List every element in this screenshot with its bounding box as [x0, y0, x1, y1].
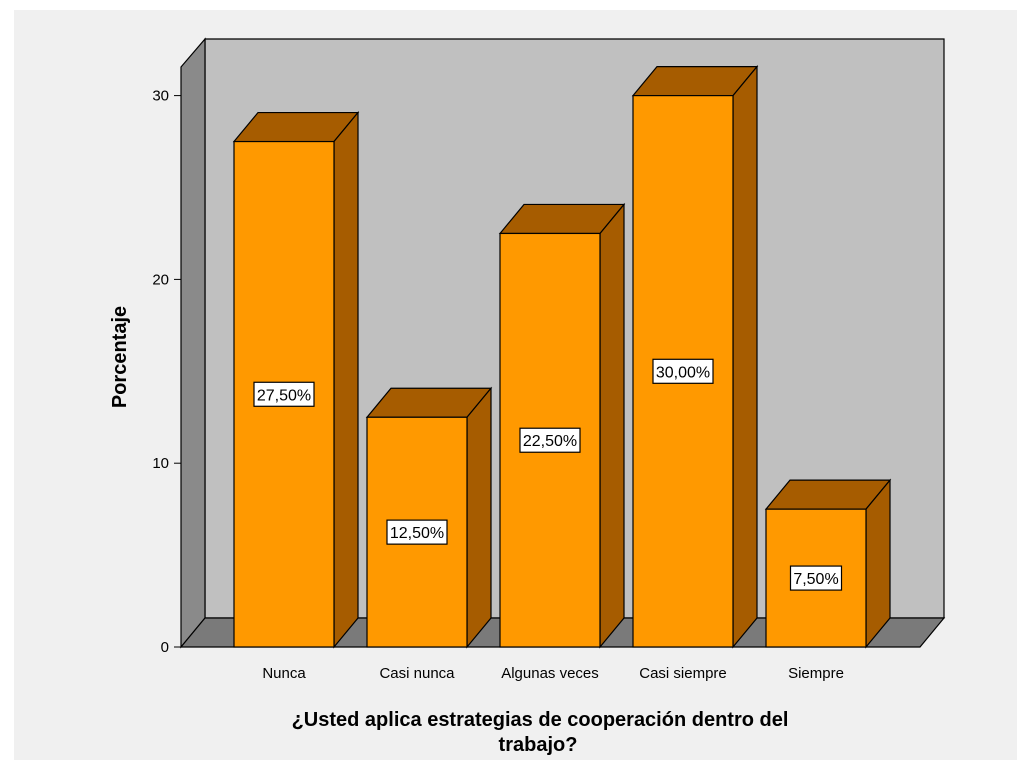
x-axis-title-line-1: ¿Usted aplica estrategias de cooperación…	[292, 709, 789, 731]
y-tick-label: 30	[152, 88, 169, 105]
data-label: 7,50%	[791, 566, 842, 590]
x-category-label: Casi nunca	[379, 665, 455, 682]
data-label-text: 7,50%	[793, 571, 838, 588]
x-category-label: Nunca	[262, 665, 306, 682]
y-tick-label: 10	[152, 455, 169, 472]
data-label: 27,50%	[254, 382, 314, 406]
x-category-label: Siempre	[788, 665, 844, 682]
bar-side-face	[733, 67, 757, 647]
bar	[766, 480, 890, 647]
bar-side-face	[866, 480, 890, 647]
data-label: 22,50%	[520, 428, 580, 452]
data-label-text: 22,50%	[523, 433, 577, 450]
bar-side-face	[334, 113, 358, 647]
x-axis-title-line-2: trabajo?	[499, 734, 578, 756]
bar	[234, 113, 358, 647]
bar-side-face	[467, 388, 491, 647]
y-tick-label: 20	[152, 271, 169, 288]
data-label-text: 30,00%	[656, 364, 710, 381]
y-tick-label: 0	[161, 639, 169, 656]
bar-side-face	[600, 204, 624, 647]
data-label: 30,00%	[653, 359, 713, 383]
x-category-label: Casi siempre	[639, 665, 727, 682]
data-label: 12,50%	[387, 520, 447, 544]
bar	[633, 67, 757, 647]
y-axis-title: Porcentaje	[109, 306, 131, 408]
x-category-label: Algunas veces	[501, 665, 599, 682]
side-wall	[181, 39, 205, 647]
bar	[500, 204, 624, 647]
data-label-text: 12,50%	[390, 525, 444, 542]
bar	[367, 388, 491, 647]
data-label-text: 27,50%	[257, 387, 311, 404]
